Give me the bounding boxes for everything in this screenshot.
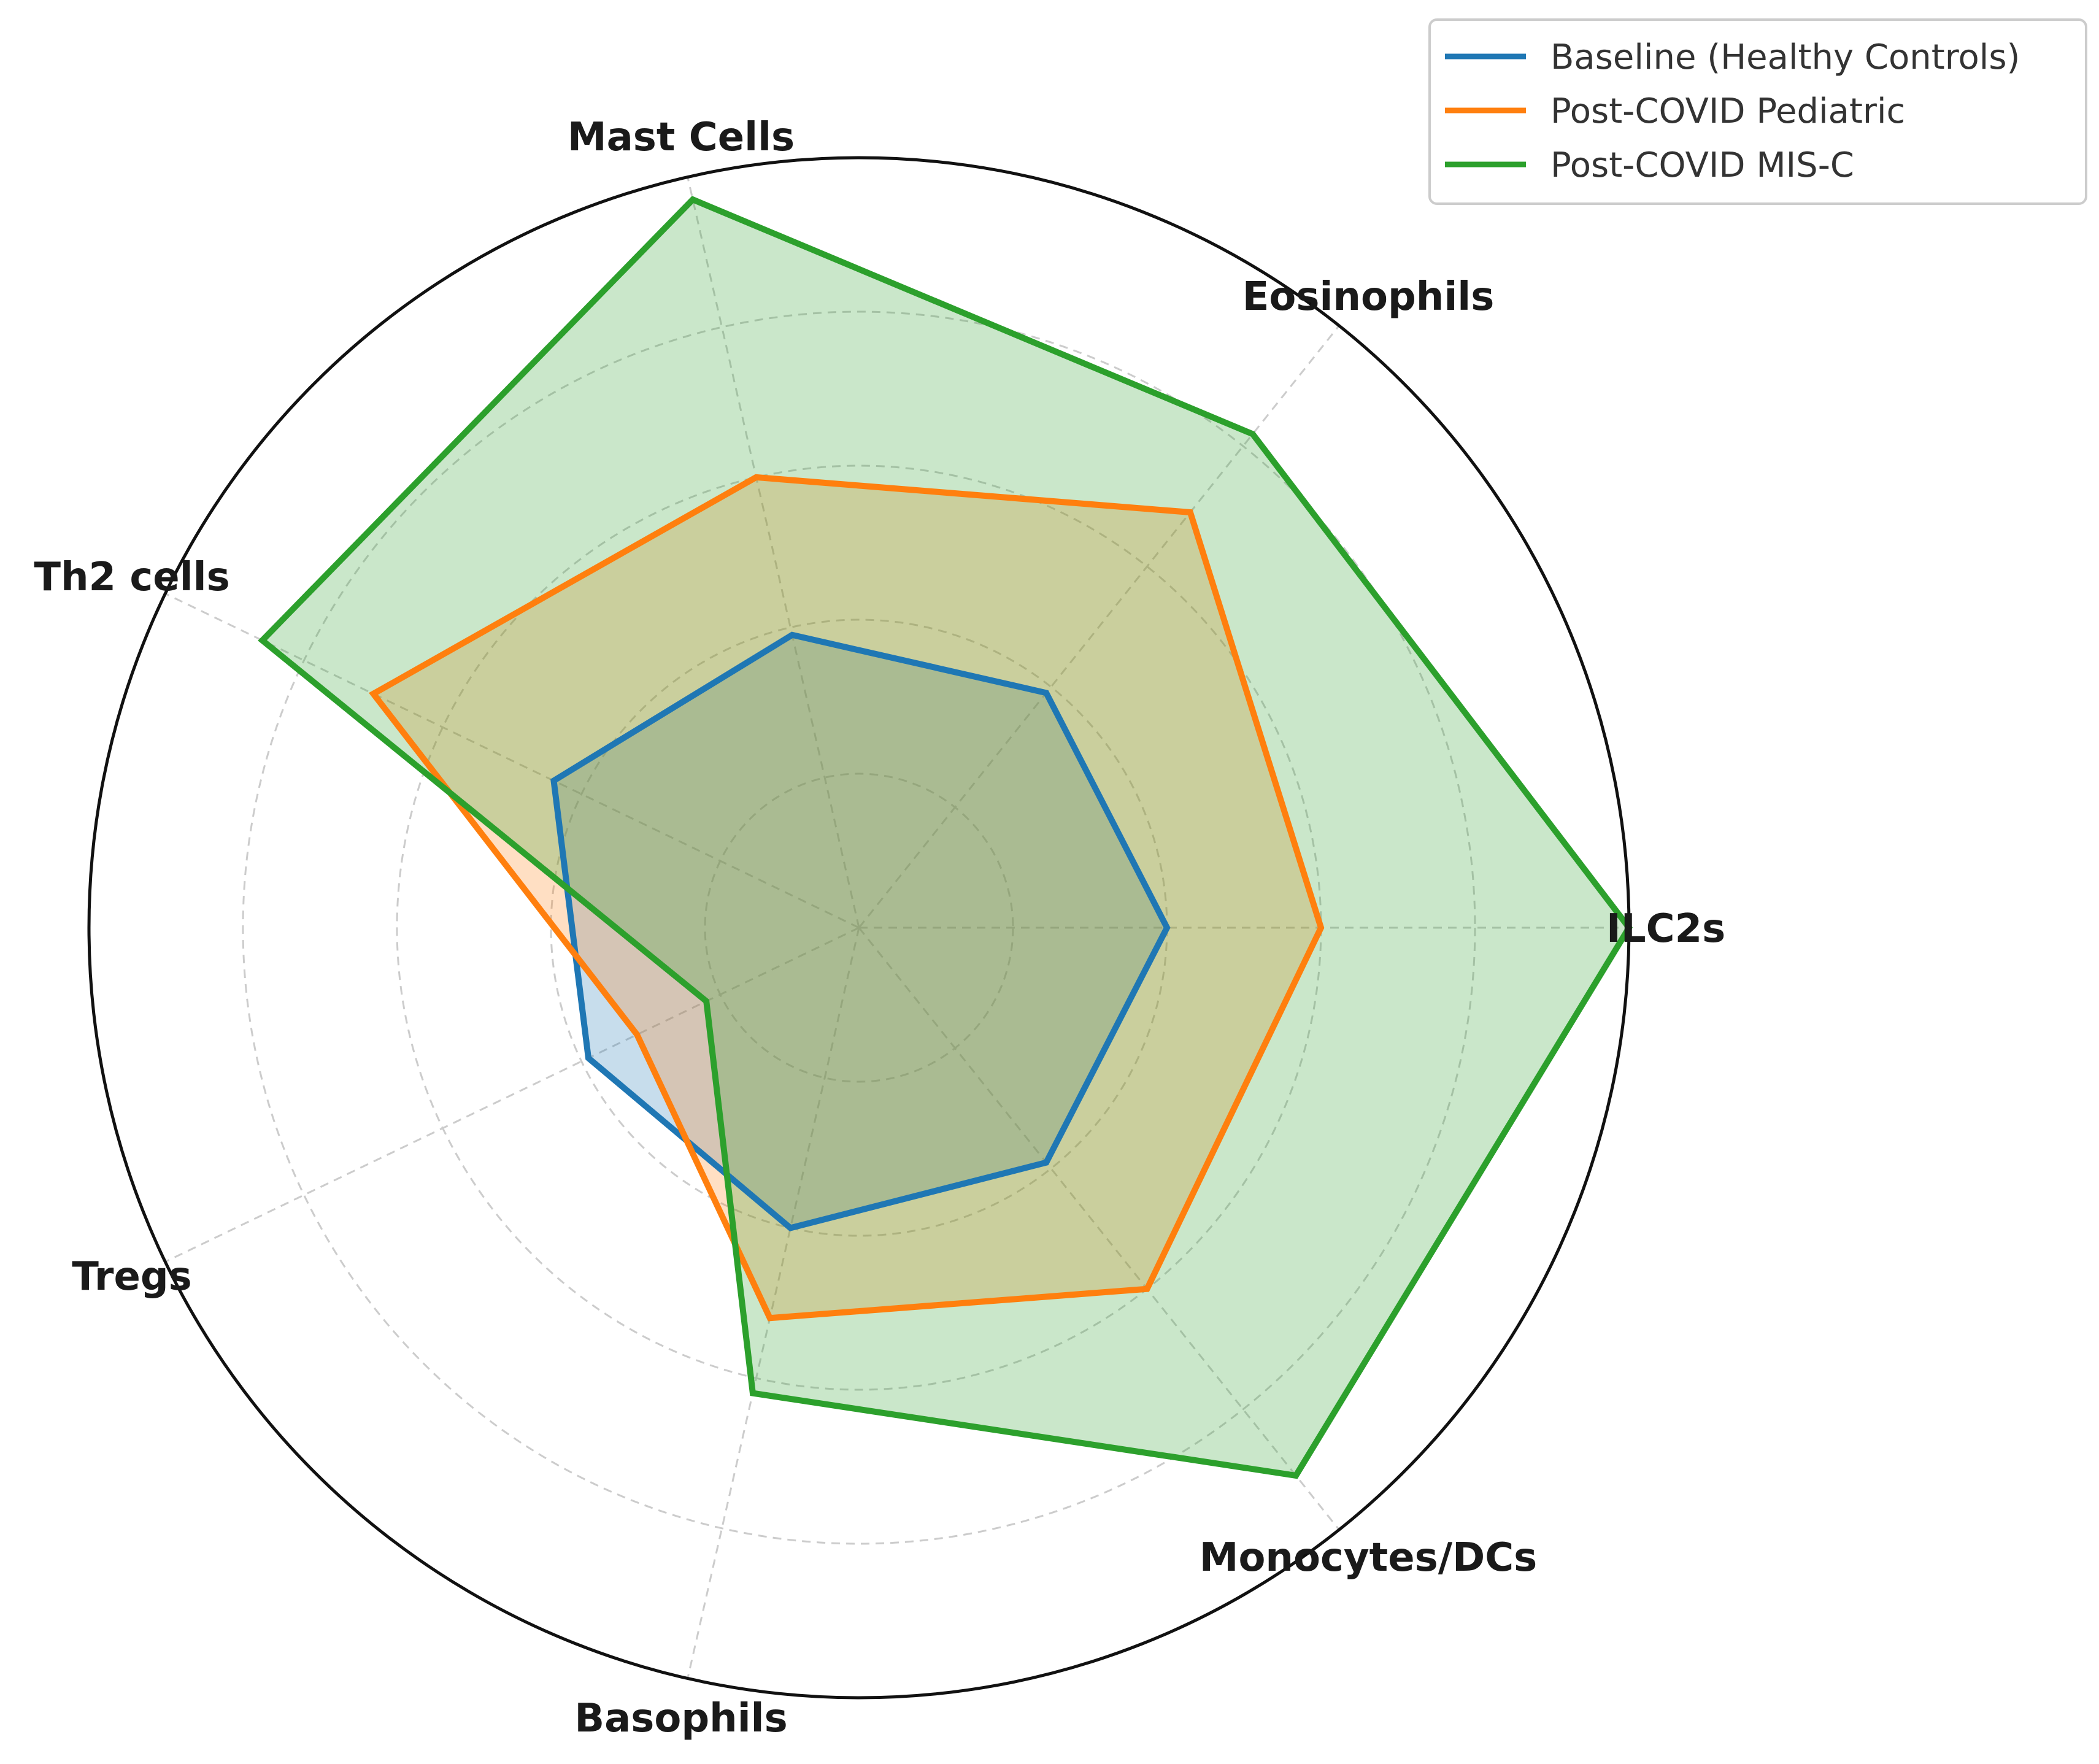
axis-label-tregs: Tregs [72, 1254, 192, 1300]
legend-box [1428, 18, 2087, 205]
grid-spoke [164, 593, 860, 929]
grid-spoke [164, 926, 860, 1263]
axis-label-th2-cells: Th2 cells [34, 555, 229, 600]
series-line-baseline-healthy-controls [550, 631, 1171, 1231]
axis-label-basophils: Basophils [574, 1696, 787, 1741]
series-fill-baseline-healthy-controls [553, 634, 1167, 1228]
grid-spoke [858, 927, 1340, 1531]
grid-circle [242, 310, 1476, 1545]
grid-spoke [858, 325, 1340, 928]
axis-label-layer: ILC2s Eosinophils Mast Cells Th2 cells Tregs… [34, 115, 1725, 1741]
series-fill-post-covid-pediatric [373, 477, 1321, 1319]
axis-label-ilc2s: ILC2s [1606, 906, 1725, 952]
series-line-post-covid-mis-c [258, 196, 1633, 1479]
axis-label-mast-cells: Mast Cells [568, 115, 795, 160]
axis-label-eosinophils: Eosinophils [1242, 274, 1495, 320]
legend-label-baseline-healthy-controls: Baseline (Healthy Controls) [1550, 37, 2020, 77]
grid-spoke [687, 927, 860, 1679]
grid-spoke [687, 177, 860, 928]
axis-label-monocytes-dcs: Monocytes/DCs [1200, 1535, 1538, 1581]
legend-label-post-covid-pediatric: Post-COVID Pediatric [1550, 91, 1905, 131]
legend: Baseline (Healthy Controls) Post-COVID Pe… [1428, 18, 2087, 205]
series-layer [258, 196, 1633, 1479]
series-line-post-covid-pediatric [369, 474, 1325, 1322]
legend-label-post-covid-mis-c: Post-COVID MIS-C [1550, 145, 1854, 185]
series-fill-post-covid-mis-c [262, 199, 1629, 1476]
